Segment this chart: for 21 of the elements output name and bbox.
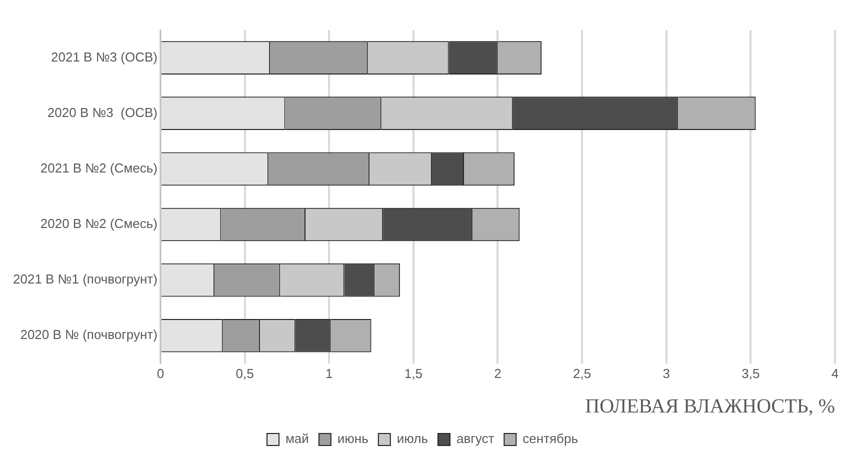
y-tick-label: 2020 В №3 (ОСВ) bbox=[47, 104, 158, 120]
x-tick-label: 0 bbox=[156, 366, 164, 381]
x-tick-label: 2,5 bbox=[573, 366, 592, 381]
x-tick-label: 3,5 bbox=[742, 366, 760, 381]
x-axis-title: ПОЛЕВАЯ ВЛАЖНОСТЬ, % bbox=[585, 395, 835, 418]
legend-label: август bbox=[456, 431, 494, 446]
x-tick-label: 1,5 bbox=[404, 366, 422, 381]
legend-label: июль bbox=[396, 431, 428, 446]
y-tick-label: 2021 В №2 (Смесь) bbox=[40, 160, 158, 176]
x-tick-label: 1 bbox=[325, 366, 333, 381]
y-tick-label: 2021 В №3 (ОСВ) bbox=[51, 49, 158, 64]
x-tick-label: 2 bbox=[494, 366, 502, 381]
legend-label: май bbox=[285, 431, 309, 446]
y-tick-label: 2021 В №1 (почвогрунт) bbox=[13, 272, 158, 287]
y-tick-label: 2020 В № (почвогрунт) bbox=[20, 327, 158, 342]
x-tick-label: 4 bbox=[831, 366, 839, 381]
x-tick-label: 3 bbox=[662, 366, 670, 381]
legend-label: июнь bbox=[337, 431, 369, 446]
legend-label: сентябрь bbox=[522, 431, 578, 446]
x-tick-label: 0,5 bbox=[236, 366, 254, 381]
y-tick-label: 2020 В №2 (Смесь) bbox=[40, 216, 158, 232]
